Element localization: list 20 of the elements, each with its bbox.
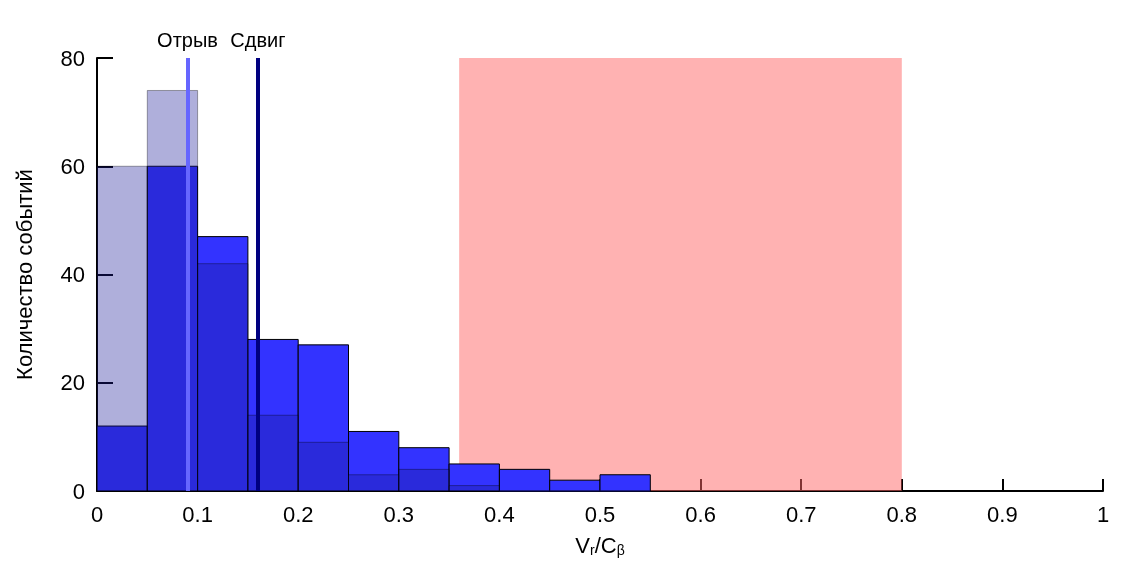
x-tick-label: 0.7 <box>785 501 817 527</box>
y-tick-label: 60 <box>60 153 85 179</box>
x-tick-label: 0.6 <box>685 501 716 527</box>
y-axis-title: Количество событий <box>11 169 37 380</box>
x-tick-label: 0.2 <box>282 501 314 527</box>
x-tick-label: 0.3 <box>383 501 415 527</box>
x-tick-label: 0.4 <box>484 501 515 527</box>
y-tick-label: 40 <box>60 262 85 287</box>
y-tick-label: 20 <box>60 370 85 396</box>
y-tick-label: 0 <box>72 478 85 504</box>
x-tick-label: 0.9 <box>987 501 1018 527</box>
y-tick-label: 80 <box>60 45 85 71</box>
x-axis-title: Vr/Cβ <box>575 532 625 558</box>
ref-line-label: Сдвиг <box>230 29 286 51</box>
x-tick-label: 1 <box>1096 501 1110 527</box>
x-tick-label: 0 <box>90 501 104 527</box>
x-tick-label: 0.8 <box>886 501 918 527</box>
ref-line-label: Отрыв <box>157 29 218 51</box>
x-tick-label: 0.5 <box>584 501 616 527</box>
x-tick-label: 0.1 <box>182 501 213 527</box>
